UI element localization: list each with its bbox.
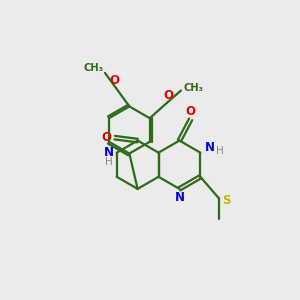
Text: O: O [101, 131, 111, 144]
Text: O: O [163, 89, 173, 102]
Text: N: N [104, 146, 114, 159]
Text: CH₃: CH₃ [183, 82, 203, 93]
Text: CH₃: CH₃ [83, 63, 103, 74]
Text: O: O [186, 105, 196, 118]
Text: H: H [106, 158, 113, 167]
Text: S: S [223, 194, 231, 207]
Text: H: H [216, 146, 224, 156]
Text: N: N [205, 141, 215, 154]
Text: N: N [174, 190, 184, 204]
Text: O: O [110, 74, 120, 87]
